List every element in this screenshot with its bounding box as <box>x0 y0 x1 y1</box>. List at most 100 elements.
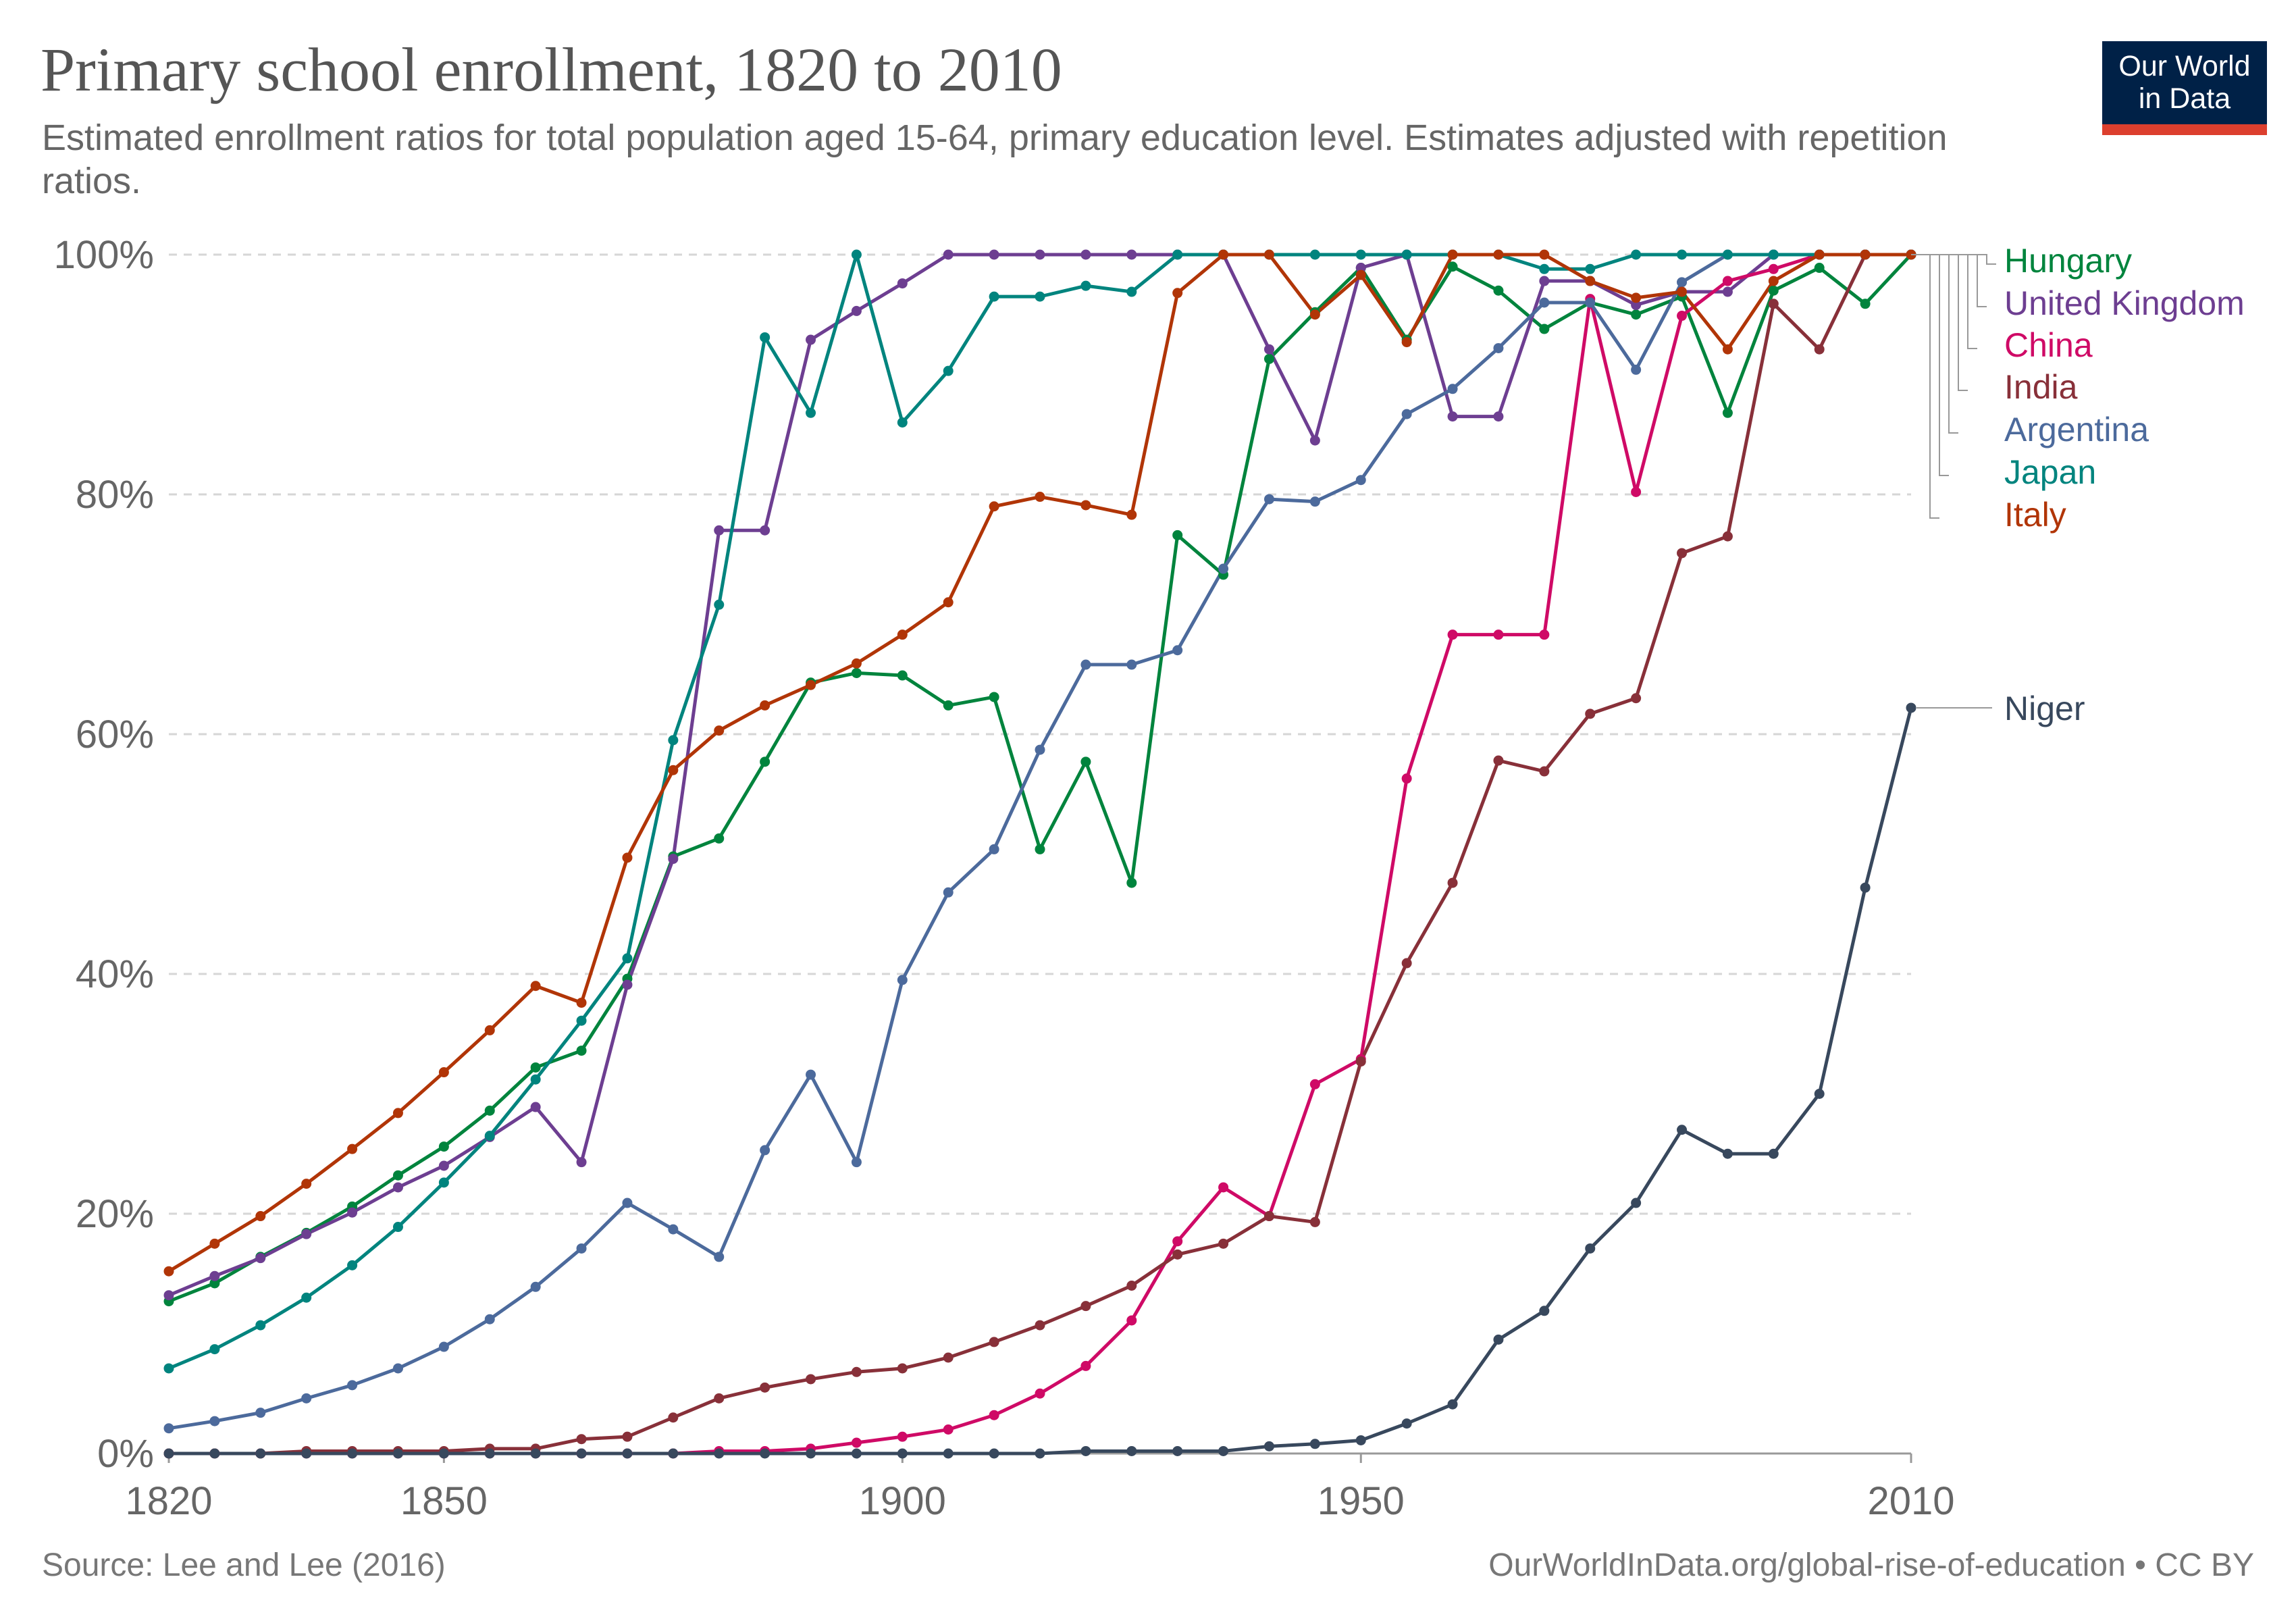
data-point <box>1263 249 1274 260</box>
data-point <box>1126 1445 1137 1456</box>
data-point <box>163 1266 174 1277</box>
series-line-united-kingdom <box>168 253 1911 1297</box>
data-point <box>1035 744 1045 755</box>
data-point <box>1309 249 1320 260</box>
data-point <box>1631 292 1642 303</box>
data-point <box>989 692 999 702</box>
data-point <box>1768 285 1779 296</box>
data-point <box>714 1448 725 1459</box>
data-point <box>622 1448 633 1459</box>
data-point <box>1722 531 1733 542</box>
series-line-niger <box>169 707 1913 1456</box>
x-tick-label: 1900 <box>859 1479 946 1523</box>
data-point <box>1631 309 1642 320</box>
y-tick-label: 100% <box>54 233 154 277</box>
data-point <box>301 1179 312 1189</box>
data-point <box>622 979 633 990</box>
data-point <box>1539 297 1550 308</box>
data-point <box>1172 1445 1183 1456</box>
data-point <box>989 1410 999 1420</box>
data-point <box>1401 249 1412 260</box>
data-point <box>301 1229 312 1239</box>
data-point <box>1631 486 1642 497</box>
data-point <box>1631 364 1642 375</box>
data-point <box>1585 709 1596 719</box>
data-point <box>989 249 999 260</box>
owid-logo[interactable]: Our World in Data <box>2102 41 2267 135</box>
data-point <box>1035 249 1045 260</box>
data-point <box>1080 756 1091 767</box>
data-point <box>347 1448 358 1459</box>
data-point <box>301 1448 312 1459</box>
data-point <box>1218 1182 1229 1193</box>
data-point <box>1035 844 1045 854</box>
data-point <box>760 1448 771 1459</box>
data-point <box>851 658 862 669</box>
data-point <box>1263 1211 1274 1222</box>
data-point <box>484 1105 495 1116</box>
data-point <box>1814 1089 1825 1099</box>
logo-line-1: Our World <box>2118 50 2251 82</box>
data-point <box>1722 1148 1733 1159</box>
data-point <box>1309 1439 1320 1449</box>
legend-connector <box>1911 254 1958 434</box>
x-tick-label: 2010 <box>1867 1479 1954 1523</box>
data-point <box>1172 288 1183 299</box>
legend-connector <box>1911 254 1996 265</box>
data-point <box>1493 755 1504 766</box>
data-point <box>1447 1399 1458 1410</box>
legend-connector <box>1911 254 1939 519</box>
data-point <box>163 1448 174 1459</box>
legend-label-hungary: Hungary <box>2004 242 2132 280</box>
data-point <box>989 291 999 302</box>
data-point <box>897 975 908 985</box>
data-point <box>1355 249 1366 260</box>
data-point <box>576 1046 587 1056</box>
data-point <box>943 1448 954 1459</box>
data-point <box>989 1337 999 1347</box>
data-point <box>1447 384 1458 394</box>
source-note[interactable]: Source: Lee and Lee (2016) <box>42 1547 446 1583</box>
data-point <box>1309 309 1320 320</box>
data-point <box>438 1177 449 1188</box>
data-point <box>1493 342 1504 353</box>
data-point <box>1539 276 1550 286</box>
legend-label-niger: Niger <box>2004 690 2085 727</box>
data-point <box>163 1423 174 1434</box>
data-point <box>1126 1315 1137 1326</box>
data-point <box>530 1074 541 1085</box>
data-point <box>1631 300 1642 311</box>
data-point <box>530 1102 541 1112</box>
data-point <box>392 1170 403 1181</box>
data-point <box>806 1374 816 1385</box>
data-point <box>1677 277 1688 288</box>
data-point <box>897 278 908 289</box>
data-point <box>255 1211 266 1222</box>
data-point <box>622 1198 633 1208</box>
data-point <box>1722 286 1733 297</box>
data-point <box>668 1412 679 1423</box>
data-point <box>484 1448 495 1459</box>
data-point <box>989 1448 999 1459</box>
data-point <box>1447 877 1458 888</box>
data-point <box>806 1448 816 1459</box>
chart-subtitle: Estimated enrollment ratios for total po… <box>42 118 1948 201</box>
data-point <box>163 1290 174 1301</box>
data-point <box>1263 1441 1274 1451</box>
data-point <box>1447 411 1458 422</box>
data-point <box>392 1363 403 1374</box>
data-point <box>1768 263 1779 274</box>
data-point <box>1080 1301 1091 1312</box>
license-link[interactable]: OurWorldInData.org/global-rise-of-educat… <box>1488 1547 2254 1583</box>
data-point <box>1906 702 1916 713</box>
data-point <box>1309 435 1320 446</box>
data-point <box>851 1366 862 1377</box>
data-point <box>163 1363 174 1374</box>
data-point <box>1539 1306 1550 1316</box>
data-point <box>1355 1435 1366 1445</box>
data-point <box>943 249 954 260</box>
data-point <box>347 1260 358 1270</box>
data-point <box>1539 249 1550 260</box>
data-point <box>943 1424 954 1435</box>
legend: Hungary United Kingdom China India Argentina… <box>1911 242 2245 727</box>
